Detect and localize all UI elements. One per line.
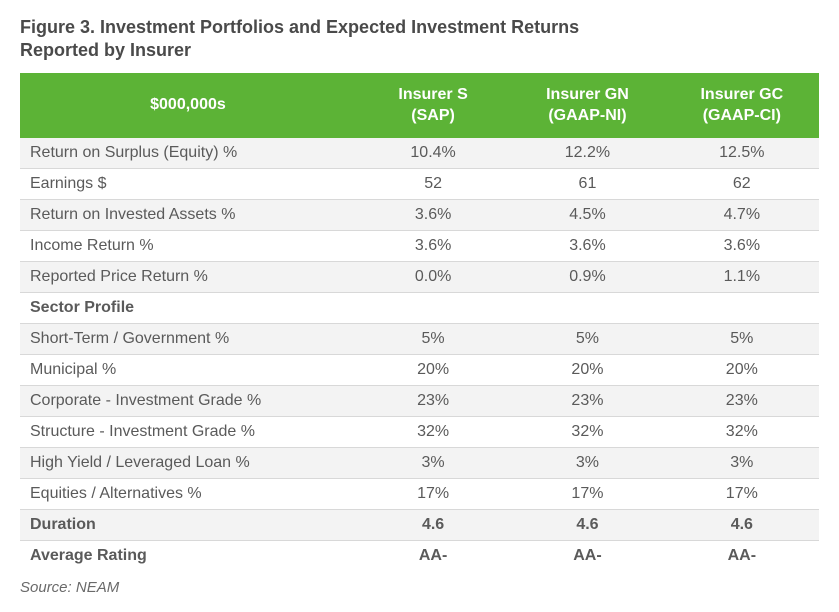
table-row: Equities / Alternatives %17%17%17% (20, 479, 819, 510)
table-row: Return on Surplus (Equity) %10.4%12.2%12… (20, 138, 819, 169)
row-value: 20% (665, 355, 819, 386)
row-value: 20% (356, 355, 510, 386)
table-row: Average RatingAA-AA-AA- (20, 541, 819, 572)
row-label: Income Return % (20, 231, 356, 262)
header-col0-text: $000,000s (150, 96, 226, 113)
source-note: Source: NEAM (20, 579, 819, 596)
row-label: Return on Invested Assets % (20, 200, 356, 231)
row-value: 3.6% (665, 231, 819, 262)
row-value: 17% (510, 479, 664, 510)
table-row: Return on Invested Assets %3.6%4.5%4.7% (20, 200, 819, 231)
figure-title: Figure 3. Investment Portfolios and Expe… (20, 16, 819, 63)
header-row: $000,000s Insurer S (SAP) Insurer GN (GA… (20, 73, 819, 139)
data-table: $000,000s Insurer S (SAP) Insurer GN (GA… (20, 73, 819, 572)
row-value: 23% (510, 386, 664, 417)
header-col1-l1: Insurer S (398, 86, 467, 103)
header-col3-l1: Insurer GC (700, 86, 783, 103)
figure-title-line1: Figure 3. Investment Portfolios and Expe… (20, 17, 579, 37)
row-label: Return on Surplus (Equity) % (20, 138, 356, 169)
row-label: Sector Profile (20, 293, 356, 324)
row-value: 3% (510, 448, 664, 479)
row-value: 10.4% (356, 138, 510, 169)
row-value: 3.6% (356, 200, 510, 231)
header-col-insurer-gc: Insurer GC (GAAP-CI) (665, 73, 819, 139)
row-label: Municipal % (20, 355, 356, 386)
header-col-insurer-s: Insurer S (SAP) (356, 73, 510, 139)
row-value: 3.6% (356, 231, 510, 262)
row-value: 17% (665, 479, 819, 510)
row-value: AA- (665, 541, 819, 572)
row-value: 4.7% (665, 200, 819, 231)
row-label: Reported Price Return % (20, 262, 356, 293)
row-value: AA- (510, 541, 664, 572)
table-body: Return on Surplus (Equity) %10.4%12.2%12… (20, 138, 819, 571)
table-row: Structure - Investment Grade %32%32%32% (20, 417, 819, 448)
row-value: 20% (510, 355, 664, 386)
row-label: Corporate - Investment Grade % (20, 386, 356, 417)
table-row: High Yield / Leveraged Loan %3%3%3% (20, 448, 819, 479)
row-value (510, 293, 664, 324)
row-label: Duration (20, 510, 356, 541)
row-value: AA- (356, 541, 510, 572)
row-value: 5% (665, 324, 819, 355)
row-label: Equities / Alternatives % (20, 479, 356, 510)
header-col-units: $000,000s (20, 73, 356, 139)
row-value: 3% (356, 448, 510, 479)
row-label: Average Rating (20, 541, 356, 572)
row-value (665, 293, 819, 324)
row-value: 32% (356, 417, 510, 448)
row-value: 1.1% (665, 262, 819, 293)
table-row: Duration4.64.64.6 (20, 510, 819, 541)
row-label: High Yield / Leveraged Loan % (20, 448, 356, 479)
row-value: 62 (665, 169, 819, 200)
table-row: Corporate - Investment Grade %23%23%23% (20, 386, 819, 417)
table-row: Income Return %3.6%3.6%3.6% (20, 231, 819, 262)
table-row: Earnings $526162 (20, 169, 819, 200)
row-value: 3% (665, 448, 819, 479)
table-row: Short-Term / Government %5%5%5% (20, 324, 819, 355)
row-value: 5% (510, 324, 664, 355)
row-value: 12.5% (665, 138, 819, 169)
header-col3-l2: (GAAP-CI) (703, 107, 781, 124)
table-row: Reported Price Return %0.0%0.9%1.1% (20, 262, 819, 293)
row-label: Short-Term / Government % (20, 324, 356, 355)
row-value: 61 (510, 169, 664, 200)
row-value: 4.6 (356, 510, 510, 541)
header-col-insurer-gn: Insurer GN (GAAP-NI) (510, 73, 664, 139)
row-value: 4.5% (510, 200, 664, 231)
header-col2-l2: (GAAP-NI) (548, 107, 626, 124)
figure-title-line2: Reported by Insurer (20, 40, 191, 60)
row-label: Earnings $ (20, 169, 356, 200)
row-value: 5% (356, 324, 510, 355)
row-value: 17% (356, 479, 510, 510)
table-row: Municipal %20%20%20% (20, 355, 819, 386)
row-value: 4.6 (665, 510, 819, 541)
row-value: 12.2% (510, 138, 664, 169)
row-value: 23% (665, 386, 819, 417)
header-col2-l1: Insurer GN (546, 86, 629, 103)
header-col1-l2: (SAP) (411, 107, 455, 124)
row-value: 4.6 (510, 510, 664, 541)
table-row: Sector Profile (20, 293, 819, 324)
row-value: 3.6% (510, 231, 664, 262)
row-value: 52 (356, 169, 510, 200)
row-value: 23% (356, 386, 510, 417)
row-value: 0.0% (356, 262, 510, 293)
row-value: 32% (665, 417, 819, 448)
row-value: 0.9% (510, 262, 664, 293)
row-label: Structure - Investment Grade % (20, 417, 356, 448)
row-value (356, 293, 510, 324)
row-value: 32% (510, 417, 664, 448)
